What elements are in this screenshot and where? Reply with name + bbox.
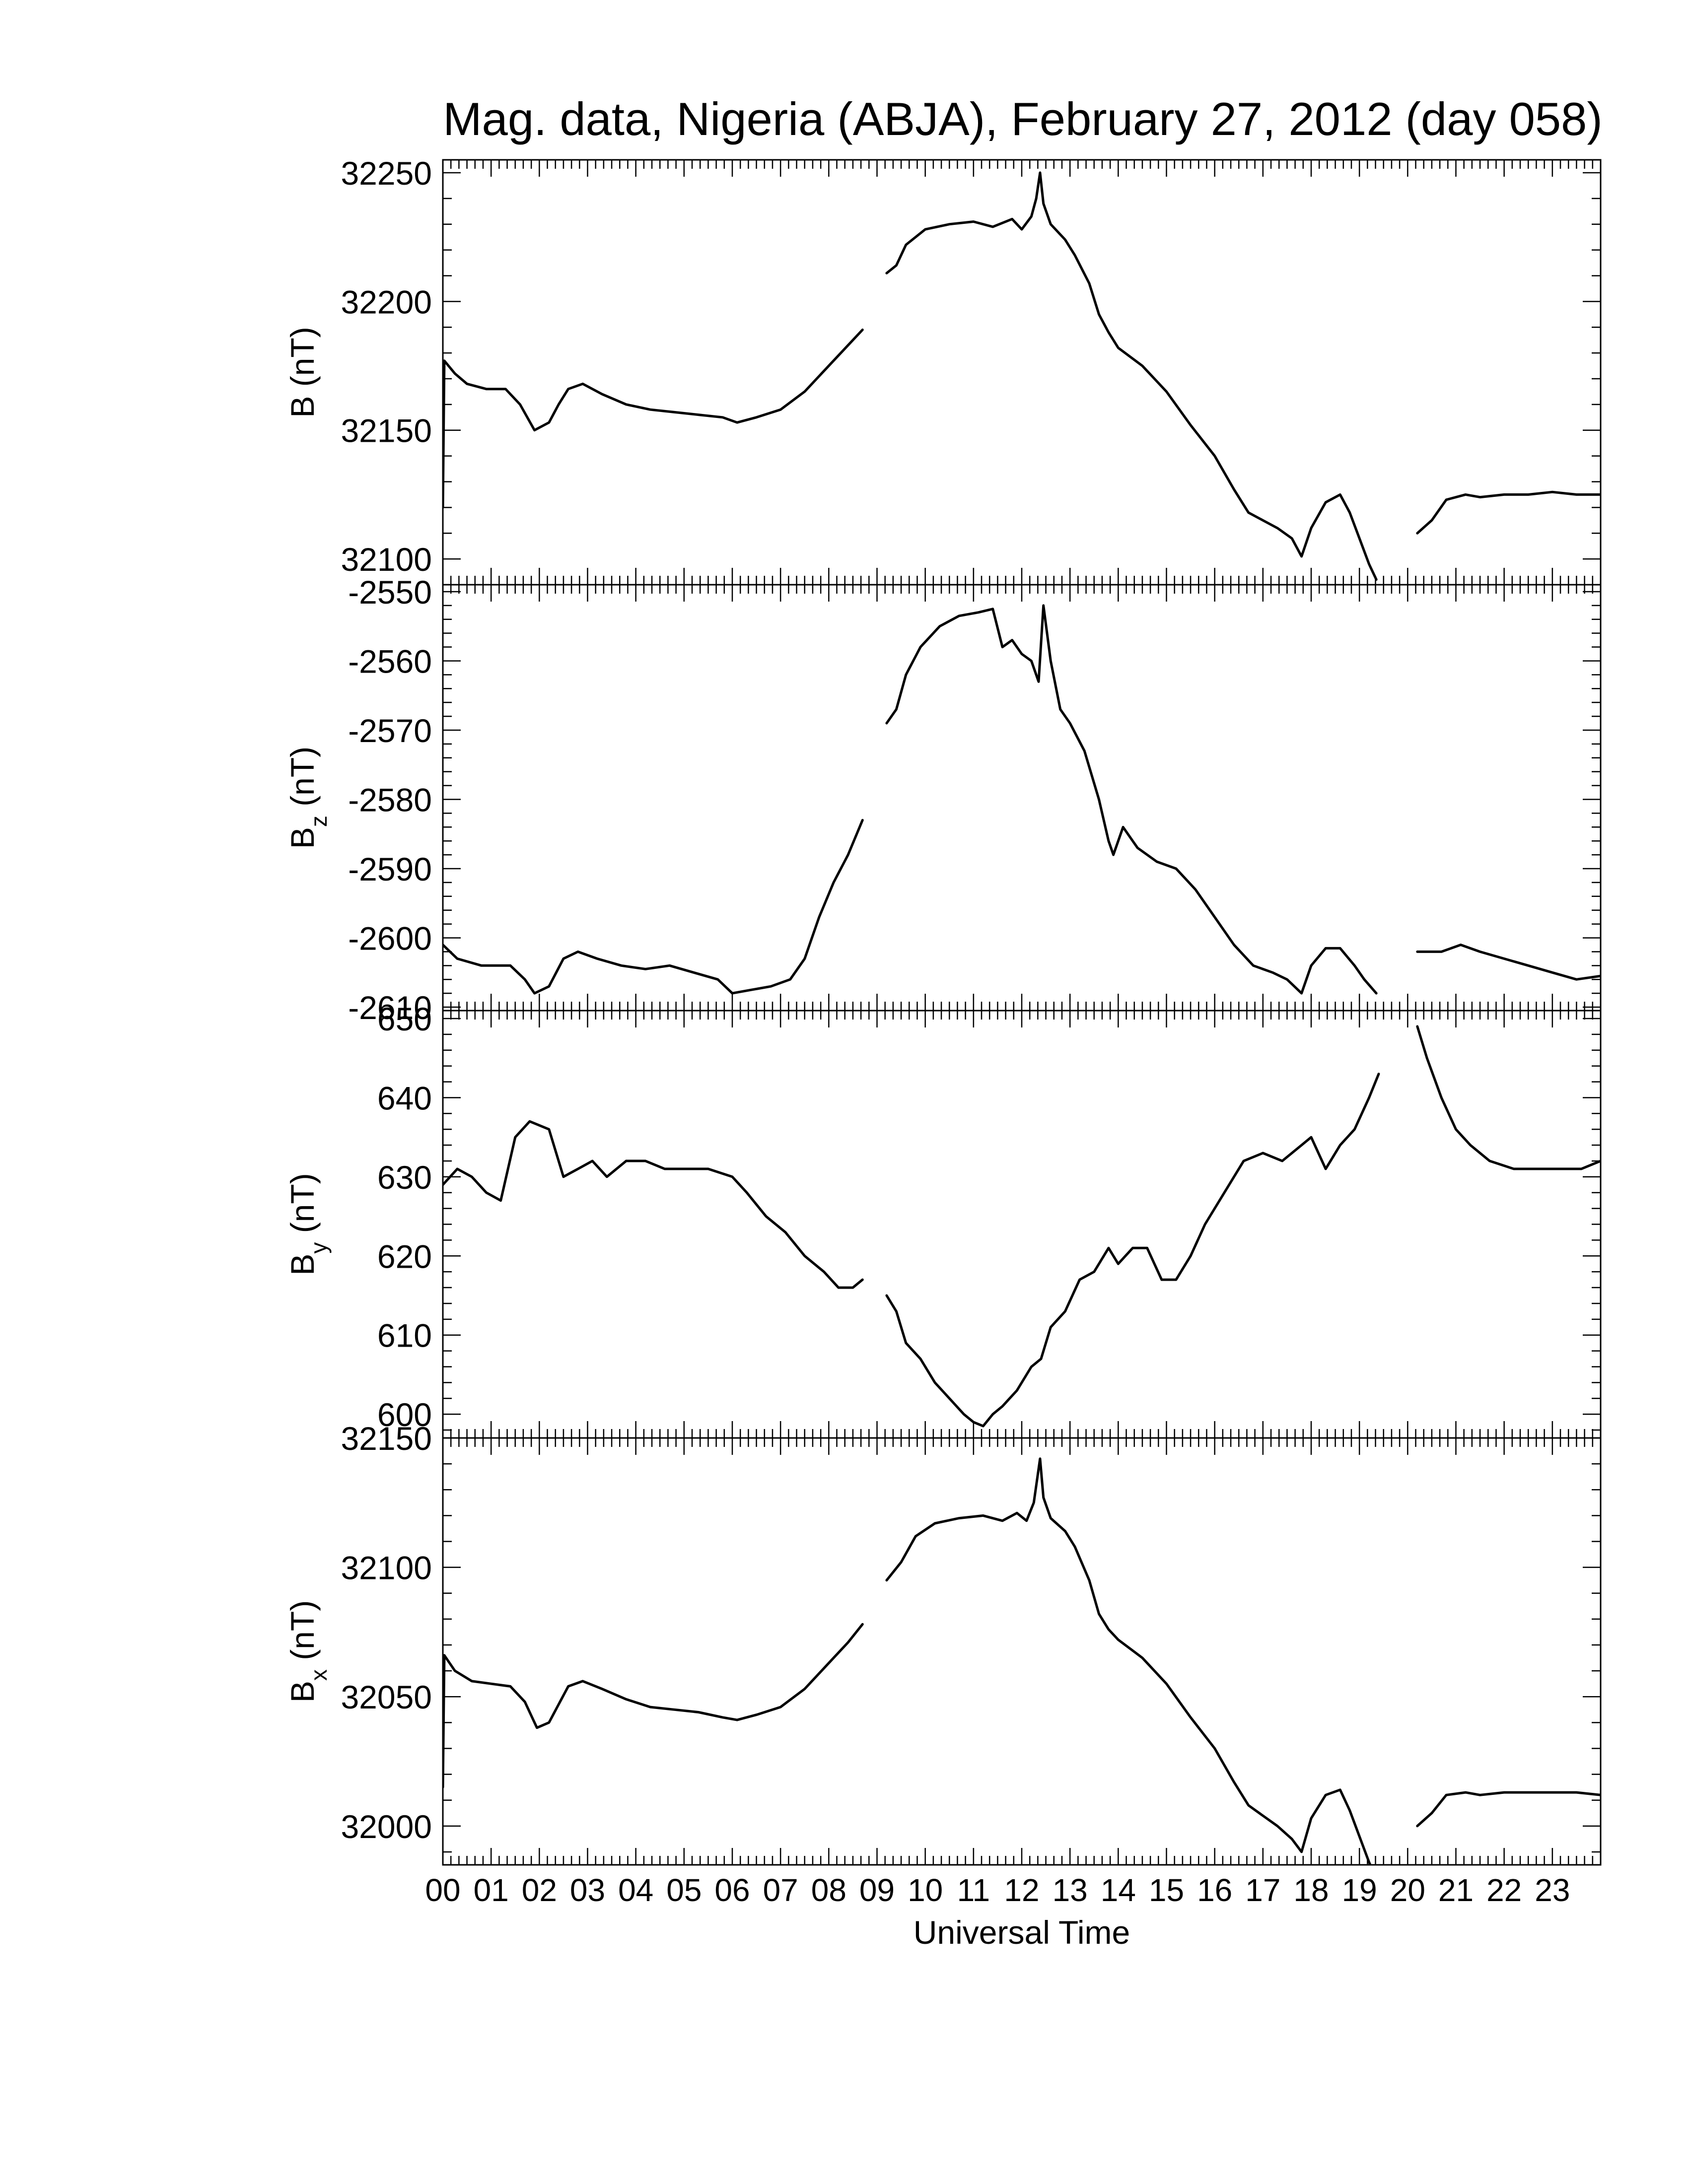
series-line-segment (885, 1073, 1380, 1428)
x-tick-label: 01 (474, 1872, 509, 1908)
y-label-subscript: y (306, 1242, 332, 1254)
y-ticks-bx (443, 1437, 1601, 1853)
x-tick-label: 09 (859, 1872, 895, 1908)
x-tick-label: 10 (908, 1872, 943, 1908)
x-tick-label: 00 (425, 1872, 460, 1908)
plot-frame-bz (442, 584, 1602, 1012)
y-tick-label: -2560 (348, 643, 432, 680)
y-tick-label: -2580 (348, 781, 432, 818)
x-ticks-by (442, 1011, 1594, 1438)
y-tick-label: 630 (377, 1159, 432, 1196)
x-tick-label: 02 (522, 1872, 557, 1908)
series-line-segment (443, 1120, 864, 1289)
y-tick-label: -2550 (348, 574, 432, 611)
series-line-segment (443, 819, 864, 995)
series-line-segment (1416, 1791, 1601, 1828)
y-tick-label: -2590 (348, 851, 432, 887)
y-axis-label-b: B (nT) (284, 327, 321, 417)
x-tick-label: 16 (1197, 1872, 1232, 1908)
y-axis-label-bz: Bz (nT) (284, 747, 332, 849)
y-tick-label: 32050 (341, 1679, 432, 1715)
x-tick-label: 15 (1149, 1872, 1184, 1908)
x-tick-label: 13 (1053, 1872, 1088, 1908)
y-label-subscript: x (306, 1669, 332, 1681)
y-ticks-b (443, 172, 1601, 586)
plot-frame-b (442, 159, 1602, 586)
series-bz (443, 604, 1601, 995)
series-b (443, 171, 1601, 581)
plot-frame-bx (442, 1437, 1602, 1866)
y-tick-label: 32100 (341, 1550, 432, 1586)
y-axis-label-bx: Bx (nT) (284, 1600, 332, 1703)
series-line-segment (443, 1623, 864, 1789)
y-label-unit: (nT) (284, 1173, 321, 1242)
y-tick-label: 32100 (341, 541, 432, 578)
x-tick-label: 17 (1245, 1872, 1280, 1908)
y-tick-label: 32150 (341, 1420, 432, 1457)
x-tick-label: 19 (1342, 1872, 1377, 1908)
plot-frame-by (442, 1010, 1602, 1439)
series-line-segment (885, 1457, 1372, 1865)
y-label-unit: (nT) (284, 327, 321, 396)
y-label-main: B (284, 1681, 321, 1703)
x-ticks-bx (442, 1438, 1594, 1865)
y-tick-label: 32150 (341, 412, 432, 449)
y-label-subscript: z (306, 816, 332, 827)
x-tick-labels: 00 01 02 03 04 05 06 07 08 09 10 11 12 13 14 15 16 17 18 19… (425, 1872, 1570, 1908)
panel-bx: 32000 32050 32100 32150 Bx (nT) (284, 1420, 1602, 1866)
x-tick-label: 06 (714, 1872, 750, 1908)
x-tick-label: 21 (1438, 1872, 1474, 1908)
x-tick-label: 18 (1293, 1872, 1329, 1908)
y-label-unit: (nT) (284, 1600, 321, 1669)
y-tick-label: -2610 (348, 989, 432, 1026)
series-by (443, 1025, 1601, 1428)
series-line-segment (1416, 944, 1601, 981)
series-bx (443, 1457, 1601, 1865)
y-tick-label: -2570 (348, 712, 432, 749)
chart-title: Mag. data, Nigeria (ABJA), February 27, … (443, 93, 1603, 145)
y-tick-label: 620 (377, 1238, 432, 1275)
x-tick-label: 23 (1535, 1872, 1570, 1908)
y-ticks-by (443, 1018, 1601, 1431)
y-tick-label: 32250 (341, 155, 432, 192)
series-line-segment (885, 171, 1378, 581)
x-tick-label: 22 (1486, 1872, 1522, 1908)
y-label-unit: (nT) (284, 747, 321, 816)
panel-by: 600 610 620 630 640 650 By (nT) (284, 1001, 1602, 1439)
x-tick-label: 05 (666, 1872, 702, 1908)
y-label-main: B (284, 1254, 321, 1276)
series-line-segment (1416, 490, 1601, 535)
y-label-main: B (284, 827, 321, 849)
series-line-segment (1416, 1025, 1601, 1170)
y-tick-label: 650 (377, 1001, 432, 1037)
series-line-segment (443, 328, 864, 509)
x-ticks-bz (442, 585, 1594, 1011)
series-line-segment (885, 604, 1378, 995)
panels-container: 32100 32150 32200 32250 B (nT) -2610 -2600 -259… (284, 155, 1602, 1866)
x-tick-label: 08 (811, 1872, 846, 1908)
x-ticks-b (442, 160, 1594, 585)
y-axis-label-by: By (nT) (284, 1173, 332, 1275)
y-tick-label: 610 (377, 1317, 432, 1354)
x-tick-label: 14 (1101, 1872, 1136, 1908)
y-ticks-bz (443, 591, 1601, 1008)
y-tick-label: 32200 (341, 283, 432, 320)
x-tick-label: 20 (1390, 1872, 1425, 1908)
y-tick-label: 32000 (341, 1808, 432, 1845)
y-tick-label: 600 (377, 1396, 432, 1433)
x-tick-label: 12 (1004, 1872, 1039, 1908)
y-label-main: B (284, 396, 321, 418)
x-tick-label: 07 (763, 1872, 798, 1908)
panel-b: 32100 32150 32200 32250 B (nT) (284, 155, 1602, 586)
x-tick-label: 11 (957, 1872, 990, 1908)
y-tick-label: -2600 (348, 920, 432, 957)
y-tick-label: 640 (377, 1080, 432, 1116)
panel-bz: -2610 -2600 -2590 -2580 -2570 -2560 -2550 Bz (n… (284, 574, 1602, 1026)
x-tick-label: 03 (570, 1872, 605, 1908)
x-axis-label: Universal Time (914, 1914, 1130, 1951)
x-tick-label: 04 (618, 1872, 653, 1908)
